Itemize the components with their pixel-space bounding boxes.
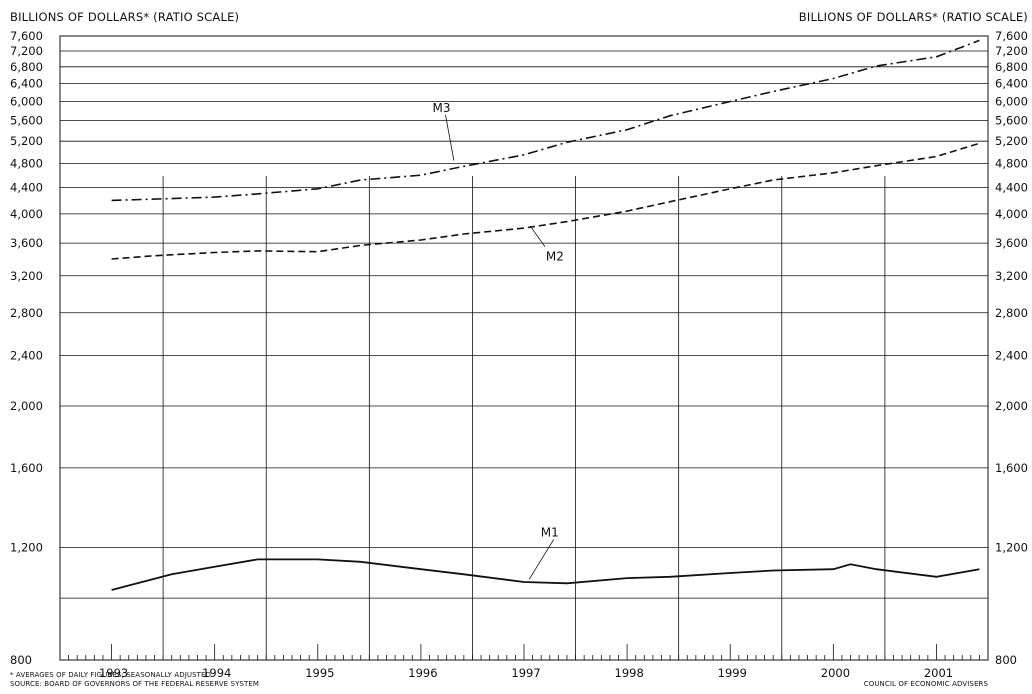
y-tick-left-4400: 4,400: [10, 180, 43, 194]
y-tick-left-2400: 2,400: [10, 348, 43, 362]
y-tick-left-6000: 6,000: [10, 95, 43, 109]
y-tick-right-6800: 6,800: [995, 60, 1028, 74]
series-line-m1: [111, 558, 980, 591]
y-tick-left-800: 800: [10, 653, 32, 667]
y-tick-left-1600: 1,600: [10, 461, 43, 475]
y-tick-right-3600: 3,600: [995, 236, 1028, 250]
y-tick-labels-left: 800 1,200 1,600 2,000 2,400 2,800 3,200 3,600 4,…: [10, 29, 43, 667]
y-tick-right-5600: 5,600: [995, 114, 1028, 128]
y-axis-title-left: BILLIONS OF DOLLARS* (RATIO SCALE): [10, 10, 240, 24]
x-tick-1997: 1997: [511, 666, 540, 680]
y-tick-right-7600: 7,600: [995, 29, 1028, 43]
y-tick-right-6400: 6,400: [995, 77, 1028, 91]
y-tick-left-7200: 7,200: [10, 44, 43, 58]
y-tick-right-2000: 2,000: [995, 399, 1028, 413]
gridlines: [59, 35, 989, 661]
leader-line-m1: [528, 539, 555, 580]
y-tick-left-5600: 5,600: [10, 114, 43, 128]
x-tick-1995: 1995: [305, 666, 334, 680]
series-line-m2: [111, 142, 980, 260]
y-tick-right-2400: 2,400: [995, 348, 1028, 362]
footnote: * AVERAGES OF DAILY FIGURES; SEASONALLY …: [10, 671, 212, 679]
y-tick-right-4400: 4,400: [995, 180, 1028, 194]
leader-line-m3: [445, 114, 455, 161]
y-tick-right-1200: 1,200: [995, 541, 1028, 555]
y-tick-left-6400: 6,400: [10, 77, 43, 91]
series-line-m3: [111, 39, 980, 202]
x-tick-1999: 1999: [718, 666, 747, 680]
y-tick-left-2800: 2,800: [10, 306, 43, 320]
x-tick-1994: 1994: [202, 666, 231, 680]
y-tick-right-800: 800: [995, 653, 1017, 667]
y-tick-right-1600: 1,600: [995, 461, 1028, 475]
y-tick-left-2000: 2,000: [10, 399, 43, 413]
y-tick-right-6000: 6,000: [995, 95, 1028, 109]
y-axis-title-right: BILLIONS OF DOLLARS* (RATIO SCALE): [798, 10, 1028, 24]
x-tick-1993: 1993: [99, 666, 128, 680]
y-tick-left-5200: 5,200: [10, 134, 43, 148]
x-tick-2000: 2000: [821, 666, 850, 680]
y-tick-labels-right: 800 1,200 1,600 2,000 2,400 2,800 3,200 3,600 4,…: [995, 29, 1028, 667]
x-tick-2001: 2001: [924, 666, 953, 680]
x-tick-1998: 1998: [615, 666, 644, 680]
y-tick-right-4000: 4,000: [995, 207, 1028, 221]
y-tick-right-3200: 3,200: [995, 269, 1028, 283]
series-label-m2: M2: [546, 250, 564, 264]
y-tick-right-7200: 7,200: [995, 44, 1028, 58]
y-tick-right-4800: 4,800: [995, 156, 1028, 170]
y-tick-left-3200: 3,200: [10, 269, 43, 283]
x-tick-1996: 1996: [408, 666, 437, 680]
y-tick-left-7600: 7,600: [10, 29, 43, 43]
x-axis: 1993 1994 1995 1996 1997 1998 1999 2000 2001: [59, 644, 989, 680]
plot-frame: [59, 35, 989, 661]
y-tick-left-4800: 4,800: [10, 156, 43, 170]
leader-line-m2: [529, 225, 546, 247]
credit-note: COUNCIL OF ECONOMIC ADVISERS: [863, 680, 988, 688]
y-tick-left-3600: 3,600: [10, 236, 43, 250]
y-tick-left-4000: 4,000: [10, 207, 43, 221]
y-tick-right-5200: 5,200: [995, 134, 1028, 148]
series-labels: M3 M2 M1: [433, 101, 564, 580]
source-note: SOURCE: BOARD OF GOVERNORS OF THE FEDERA…: [10, 680, 260, 688]
y-tick-left-1200: 1,200: [10, 541, 43, 555]
series-label-m3: M3: [433, 101, 451, 115]
y-tick-right-2800: 2,800: [995, 306, 1028, 320]
series-label-m1: M1: [541, 525, 559, 539]
series-lines: [111, 39, 980, 591]
y-tick-left-6800: 6,800: [10, 60, 43, 74]
